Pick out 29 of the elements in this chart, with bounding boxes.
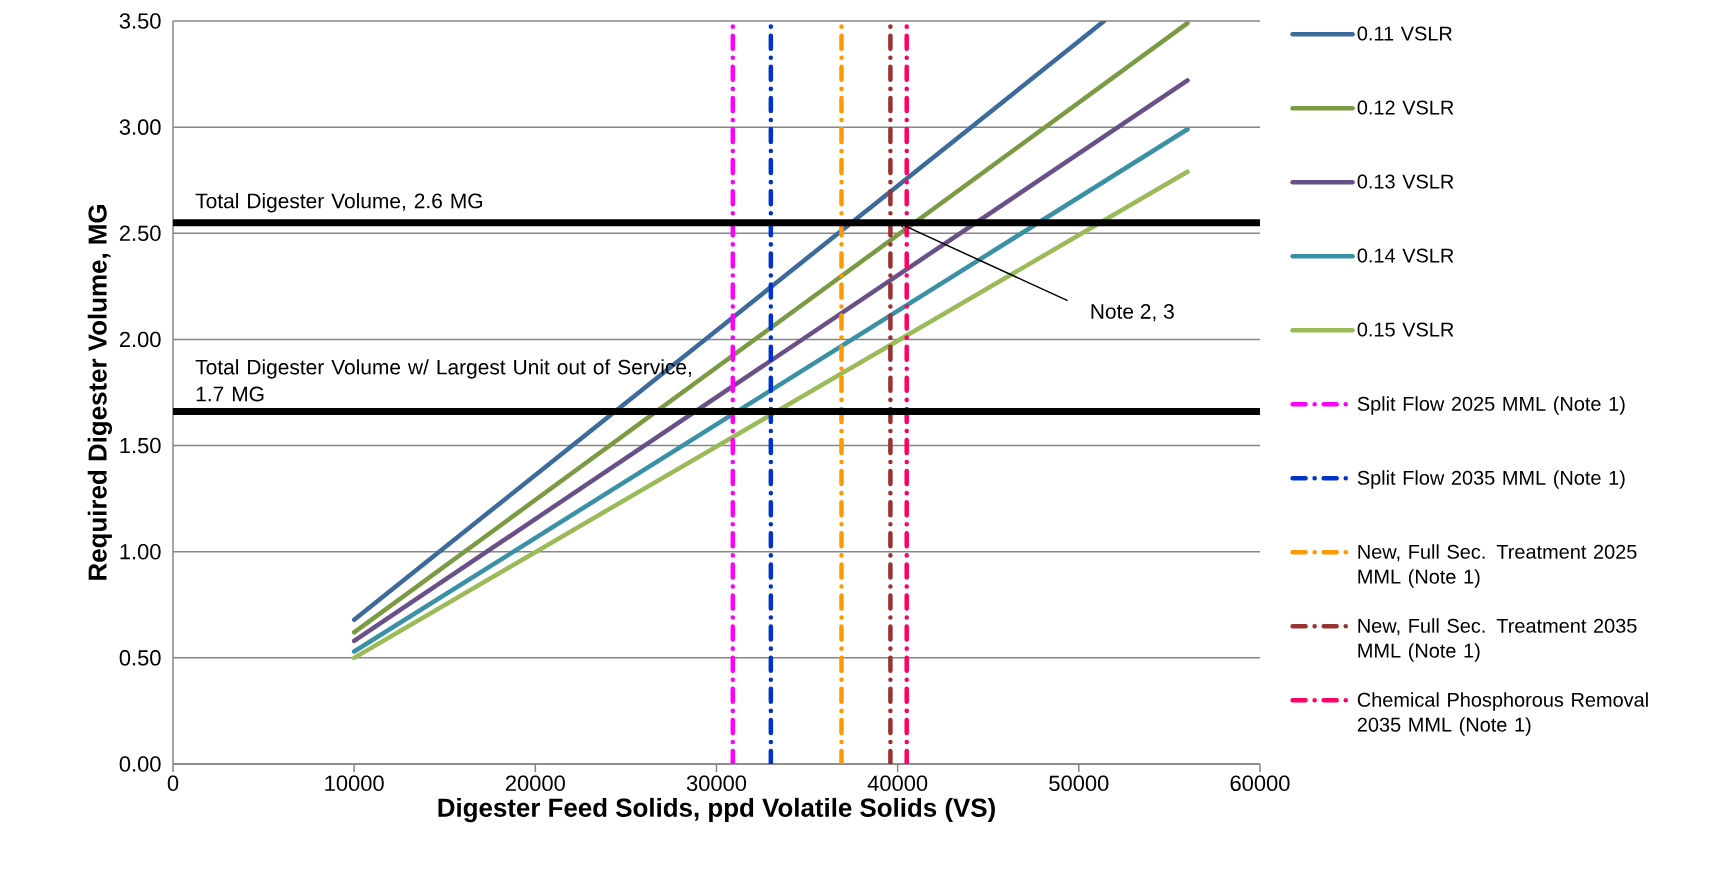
x-axis-title: Digester Feed Solids, ppd Volatile Solids (VS) — [438, 797, 995, 823]
y-tick-label: 1.50 — [120, 437, 161, 454]
y-tick-label: 0.00 — [119, 756, 161, 772]
x-tick-label: 0 — [167, 775, 179, 792]
ref-line-label: Total Digester Volume, 2.6 MG — [195, 192, 482, 213]
legend-label: New, Full Sec. Treatment 2035 MML (Note 1) — [1358, 618, 1637, 662]
legend-label: 0.11 VSLR — [1357, 26, 1452, 41]
x-tick-label: 50000 — [1049, 775, 1109, 792]
x-tick-label: 20000 — [505, 775, 565, 792]
legend-label: New, Full Sec. Treatment 2025 MML (Note 1) — [1358, 544, 1637, 588]
y-tick-label: 2.50 — [119, 225, 161, 242]
legend-label: Chemical Phosphorous Removal 2035 MML (Note 1) — [1357, 692, 1648, 736]
y-tick-label: 3.00 — [119, 119, 161, 135]
legend-label: Split Flow 2025 MML (Note 1) — [1357, 396, 1625, 415]
annotation: Note 2, 3 — [1091, 304, 1174, 322]
x-tick-label: 10000 — [325, 775, 384, 792]
legend-label: 0.12 VSLR — [1357, 100, 1454, 115]
x-tick-label: 40000 — [867, 775, 928, 792]
y-axis-title: Required Digester Volume, MG — [87, 205, 112, 580]
legend-label: Split Flow 2035 MML (Note 1) — [1357, 470, 1625, 489]
y-tick-label: 1.00 — [120, 543, 161, 560]
y-tick-label: 3.50 — [119, 13, 161, 29]
y-tick-label: 0.50 — [119, 650, 161, 666]
x-tick-label: 60000 — [1230, 775, 1290, 792]
y-tick-label: 2.00 — [119, 331, 161, 348]
legend-label: 0.14 VSLR — [1357, 248, 1454, 263]
legend-label: 0.15 VSLR — [1357, 322, 1454, 337]
x-tick-label: 30000 — [686, 775, 747, 792]
legend-label: 0.13 VSLR — [1357, 174, 1454, 189]
